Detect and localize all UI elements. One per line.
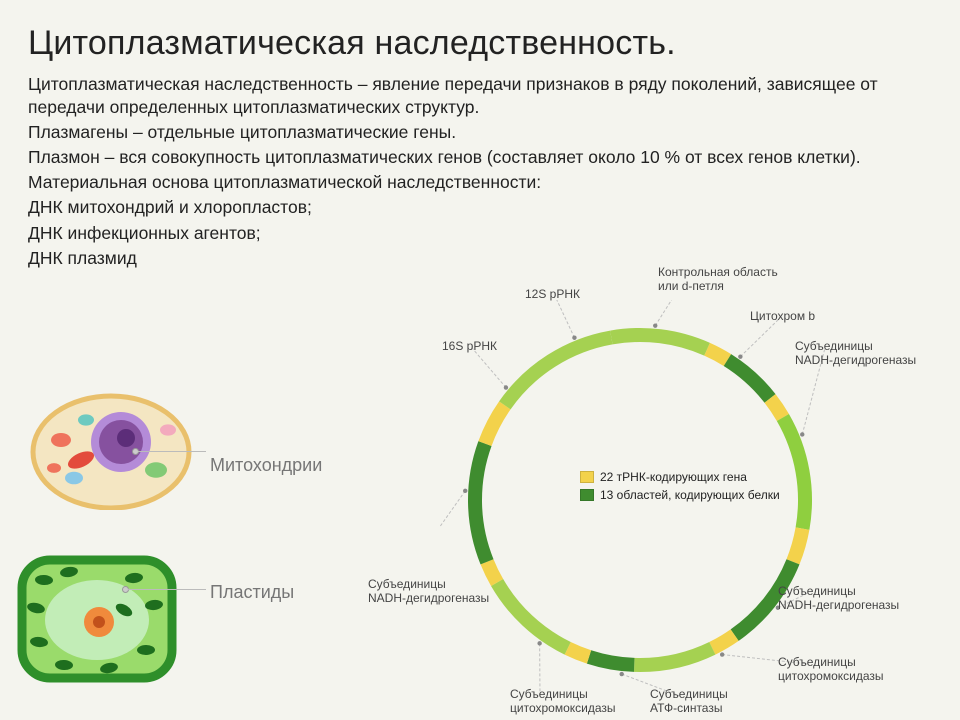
- mtdna-ring-diagram: Контрольная область или d-петляЦитохром …: [380, 280, 940, 720]
- plant-cell-diagram: [14, 550, 184, 690]
- para-4: ДНК митохондрий и хлоропластов;: [28, 196, 932, 219]
- ring-label: Контрольная область или d-петля: [658, 266, 778, 294]
- lead-line: [128, 589, 206, 590]
- body-text: Цитоплазматическая наследственность – яв…: [28, 73, 932, 270]
- slide: Цитоплазматическая наследственность. Цит…: [0, 0, 960, 720]
- animal-cell-icon: [26, 390, 196, 510]
- label-plastids: Пластиды: [210, 582, 294, 603]
- label-mitochondria: Митохондрии: [210, 455, 322, 476]
- legend: 22 тРНК-кодирующих гена 13 областей, код…: [580, 470, 780, 506]
- ring-label: Субъединицы NADH-дегидрогеназы: [778, 585, 899, 613]
- plant-cell-icon: [14, 550, 184, 690]
- legend-text-1: 13 областей, кодирующих белки: [600, 488, 780, 502]
- legend-row-0: 22 тРНК-кодирующих гена: [580, 470, 780, 484]
- legend-swatch-1: [580, 489, 594, 501]
- animal-cell-diagram: [26, 390, 196, 510]
- page-title: Цитоплазматическая наследственность.: [28, 24, 932, 63]
- ring-label: 16S рРНК: [442, 340, 497, 354]
- ring-label: Субъединицы цитохромоксидазы: [778, 656, 884, 684]
- legend-swatch-0: [580, 471, 594, 483]
- para-5: ДНК инфекционных агентов;: [28, 222, 932, 245]
- ring-label: Субъединицы NADH-дегидрогеназы: [795, 340, 916, 368]
- ring-label: Субъединицы АТФ-синтазы: [650, 688, 728, 716]
- legend-text-0: 22 тРНК-кодирующих гена: [600, 470, 747, 484]
- para-2: Плазмон – вся совокупность цитоплазматич…: [28, 146, 932, 169]
- ring-label: Субъединицы цитохромоксидазы: [510, 688, 616, 716]
- ring-label: 12S рРНК: [525, 288, 580, 302]
- ring-label: Субъединицы NADH-дегидрогеназы: [368, 578, 489, 606]
- ring-label: Цитохром b: [750, 310, 815, 324]
- para-3: Материальная основа цитоплазматической н…: [28, 171, 932, 194]
- para-1: Плазмагены – отдельные цитоплазматически…: [28, 121, 932, 144]
- diagram-area: Митохондрии Пластиды Контрольная область…: [0, 260, 960, 720]
- lead-line: [138, 451, 206, 452]
- para-0: Цитоплазматическая наследственность – яв…: [28, 73, 932, 119]
- legend-row-1: 13 областей, кодирующих белки: [580, 488, 780, 502]
